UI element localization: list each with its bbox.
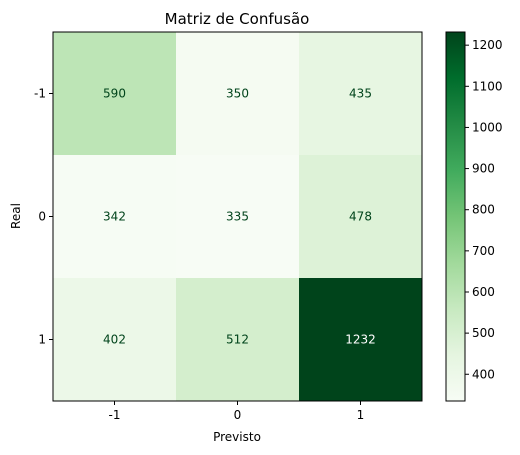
colorbar-tick-label: 700 bbox=[472, 244, 495, 258]
heatmap-cell-r1-c0 bbox=[53, 155, 177, 279]
cell-value-r1-c2: 478 bbox=[349, 210, 372, 224]
colorbar-tick-label: 1100 bbox=[472, 79, 503, 93]
heatmap-cell-r2-c0 bbox=[53, 278, 177, 402]
cell-value-r1-c1: 335 bbox=[226, 210, 249, 224]
x-tick-label: 1 bbox=[357, 408, 365, 422]
cell-value-r0-c0: 590 bbox=[103, 87, 126, 101]
colorbar bbox=[445, 31, 466, 402]
cell-value-r0-c1: 350 bbox=[226, 87, 249, 101]
x-axis-ticks: -1 0 1 bbox=[109, 401, 365, 422]
y-tick-label: -1 bbox=[34, 87, 46, 101]
heatmap-cell-r0-c1 bbox=[176, 32, 300, 156]
y-axis-ticks: -1 0 1 bbox=[34, 87, 53, 347]
x-tick-label: 0 bbox=[234, 408, 242, 422]
heatmap-cell-r0-c2 bbox=[299, 32, 423, 156]
cell-value-r2-c1: 512 bbox=[226, 333, 249, 347]
colorbar-tick-label: 900 bbox=[472, 162, 495, 176]
colorbar-tick-label: 600 bbox=[472, 285, 495, 299]
heatmap-cell-labels: 590 350 435 342 335 478 402 512 1232 bbox=[103, 87, 376, 347]
x-axis-label: Previsto bbox=[213, 430, 261, 444]
colorbar-tick-label: 500 bbox=[472, 326, 495, 340]
y-tick-label: 1 bbox=[38, 333, 46, 347]
colorbar-tick-label: 400 bbox=[472, 367, 495, 381]
y-axis-label: Real bbox=[9, 203, 23, 229]
colorbar-ticks: 400 500 600 700 800 900 1000 1100 1200 bbox=[465, 38, 503, 381]
y-tick-label: 0 bbox=[38, 210, 46, 224]
chart-title: Matriz de Confusão bbox=[165, 10, 310, 28]
heatmap-cell-r2-c1 bbox=[176, 278, 300, 402]
heatmap-cell-r1-c1 bbox=[176, 155, 300, 279]
colorbar-tick-label: 800 bbox=[472, 203, 495, 217]
heatmap-cell-r2-c2 bbox=[299, 278, 423, 402]
cell-value-r2-c0: 402 bbox=[103, 333, 126, 347]
heatmap-cell-r1-c2 bbox=[299, 155, 423, 279]
x-tick-label: -1 bbox=[109, 408, 121, 422]
colorbar-tick-label: 1200 bbox=[472, 38, 503, 52]
heatmap-cell-r0-c0 bbox=[53, 32, 177, 156]
cell-value-r1-c0: 342 bbox=[103, 210, 126, 224]
heatmap-cells bbox=[53, 32, 423, 402]
colorbar-tick-label: 1000 bbox=[472, 120, 503, 134]
cell-value-r0-c2: 435 bbox=[349, 87, 372, 101]
cell-value-r2-c2: 1232 bbox=[345, 333, 376, 347]
